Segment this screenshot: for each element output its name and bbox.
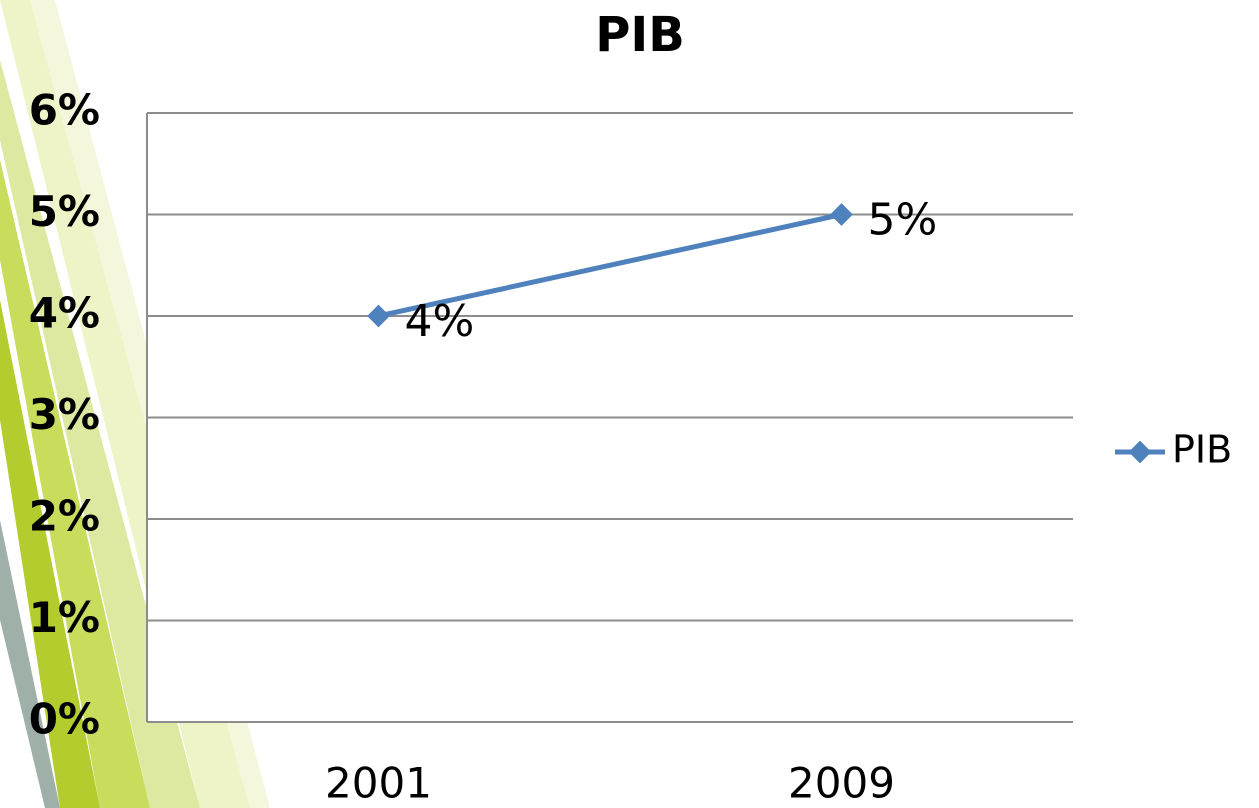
data-label: 4% xyxy=(405,296,475,347)
y-tick-label: 3% xyxy=(29,390,100,439)
y-tick-label: 2% xyxy=(29,492,100,541)
y-tick-label: 5% xyxy=(29,187,100,236)
legend-label: PIB xyxy=(1172,428,1232,472)
chart-title: PIB xyxy=(595,7,685,63)
chart: PIB 0% 1% 2% 3% 4% 5% 6% 2001 2009 4% 5% PIB xyxy=(0,0,1259,808)
data-label: 5% xyxy=(868,195,938,246)
y-tick-label: 6% xyxy=(29,86,100,135)
y-tick-label: 0% xyxy=(29,695,100,744)
background-stripes xyxy=(0,0,1073,808)
x-tick-label: 2001 xyxy=(325,759,432,808)
legend-marker xyxy=(1129,441,1152,464)
y-tick-label: 4% xyxy=(29,289,100,338)
x-tick-label: 2009 xyxy=(788,759,895,808)
y-tick-label: 1% xyxy=(29,593,100,642)
